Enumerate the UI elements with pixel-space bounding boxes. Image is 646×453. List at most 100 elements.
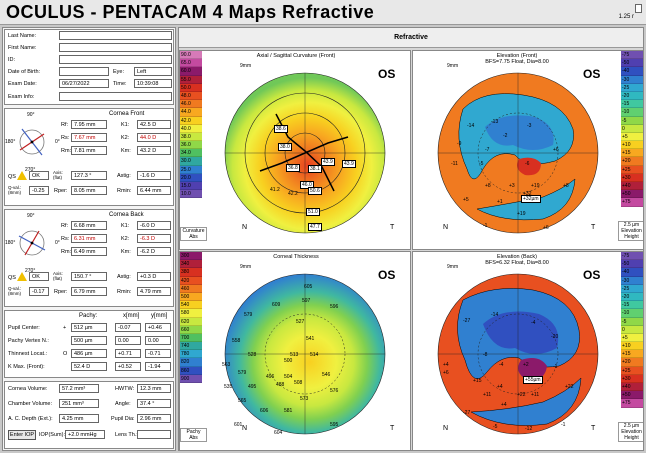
enter-iop-button[interactable]: Enter IOP: [8, 430, 36, 440]
left-panel: Last Name: First Name: ID: Date of Birth…: [2, 27, 176, 451]
zoom-label: 9mm: [447, 63, 459, 69]
eye-label: Eye:: [113, 69, 125, 75]
map-title: Corneal Thickness: [273, 254, 319, 260]
scale-footer-label: Curvature: [182, 228, 205, 234]
pachy-header: Pachy:: [79, 313, 98, 319]
cornea-back-header: Cornea Back: [109, 212, 144, 218]
map-value: +4: [443, 362, 449, 368]
scale-step: 30.0: [180, 157, 202, 166]
scale-step: 48.0: [180, 91, 202, 101]
map-value: -1: [553, 364, 558, 370]
map-value: 601: [234, 422, 243, 428]
pachy-row-value: 52.4 D: [71, 362, 107, 371]
scale-footer: Pachy Abs: [180, 428, 207, 442]
nasal-label: N: [242, 425, 248, 432]
scale-step: +20: [621, 358, 643, 367]
scale-step: -30: [621, 75, 643, 84]
first-name-field[interactable]: [59, 43, 172, 52]
iop-label: IOP(Sum):: [39, 432, 65, 438]
map-value: 595: [330, 422, 339, 428]
elevation-back-plot[interactable]: [423, 260, 613, 442]
eye-os-label: OS: [583, 268, 601, 282]
pachy-row-y: -0.71: [145, 349, 171, 358]
pachy-row-x: +0.71: [115, 349, 141, 358]
eye-field[interactable]: Left: [134, 67, 172, 76]
map-value: +4: [501, 402, 507, 408]
scale-step: 44.0: [180, 108, 202, 117]
document-icon[interactable]: [635, 4, 642, 13]
cornea-volume-value: 57.2 mm³: [59, 384, 99, 393]
scale-step: -40: [621, 268, 643, 277]
elevation-back-map[interactable]: Elevation (Back) BFS=6.32 Float, Dia=8.0…: [412, 251, 644, 451]
scale-step: +40: [621, 383, 643, 392]
pachy-row-x: 0.00: [115, 336, 141, 345]
warning-icon: [17, 171, 27, 180]
exam-info-field[interactable]: [59, 92, 172, 101]
elevation-front-map[interactable]: Elevation (Front) BFS=7.75 Float, Dia=8.…: [412, 50, 644, 250]
scale-step: 900: [180, 374, 202, 383]
scale-step: 20.0: [180, 173, 202, 182]
cornea-front-panel: Cornea Front 90° 0° 180° 270° Rf: 7.95 m…: [4, 108, 174, 206]
exam-date-field[interactable]: 06/27/2022: [59, 79, 109, 88]
id-field[interactable]: [59, 55, 172, 64]
map-value: 579: [238, 370, 247, 376]
scale-unit: 2.5 µm: [623, 222, 640, 228]
qval-label: Q-val.: (8mm): [8, 286, 22, 296]
axial-curvature-map[interactable]: 90.0 65.0 60.0 55.0 50.0 48.0 46.0 44.0 42.0 40.0…: [179, 50, 411, 250]
deg-270-label: 270°: [25, 167, 36, 173]
scale-step: +75: [621, 399, 643, 408]
elevation-front-plot[interactable]: [423, 59, 613, 241]
pupil-dia-label: Pupil Dia:: [111, 416, 135, 422]
pachy-map-plot[interactable]: [210, 260, 400, 442]
k2-label: K2:: [121, 135, 130, 141]
k2-value: 44.0 D: [137, 133, 171, 142]
pachy-row-value: 500 µm: [71, 336, 107, 345]
rs-value: 6.31 mm: [71, 234, 107, 243]
map-value: +8: [485, 183, 491, 189]
map-value: 36.8: [286, 164, 300, 172]
map-value: 579: [244, 312, 253, 318]
scale-step: 580: [180, 309, 202, 318]
scale-step: 25.0: [180, 165, 202, 174]
scale-step: 420: [180, 276, 202, 285]
scale-step: -40: [621, 67, 643, 76]
qval-value: -0.25: [29, 186, 49, 195]
map-value: 527: [296, 319, 305, 325]
first-name-label: First Name:: [8, 45, 37, 51]
qs-label: QS: [8, 275, 16, 281]
map-value: +15: [473, 378, 482, 384]
time-field[interactable]: 10:39:08: [134, 79, 172, 88]
map-value: +6: [543, 225, 549, 231]
scale-footer-sub: Abs: [189, 234, 198, 240]
scale-step: 540: [180, 301, 202, 310]
rmin-value: 6.44 mm: [137, 186, 171, 195]
dob-field[interactable]: [59, 67, 109, 76]
exam-info-label: Exam Info:: [8, 94, 35, 100]
map-value: -9: [457, 141, 462, 147]
corneal-thickness-map[interactable]: 300 340 380 420 460 500 540 580 620 660 700 740 780 8…: [179, 251, 411, 451]
scale-step: 0: [621, 325, 643, 334]
map-value: +2: [523, 362, 529, 368]
pachy-row-y: 0.00: [145, 336, 171, 345]
scale-step: 34.0: [180, 149, 202, 158]
angle-label: Angle:: [115, 401, 131, 407]
rf-label: Rf:: [61, 122, 69, 128]
axial-map-plot[interactable]: [210, 59, 400, 241]
scale-step: +50: [621, 190, 643, 199]
chamber-volume-value: 251 mm³: [59, 399, 99, 408]
scale-footer-sub: Height: [624, 435, 639, 441]
scale-step: +15: [621, 149, 643, 158]
volume-panel: Cornea Volume: 57.2 mm³ HWTW: 12.3 mm Ch…: [4, 381, 174, 449]
map-value: -14: [491, 312, 499, 318]
scale-step: 300: [180, 252, 202, 261]
map-value: -1: [483, 223, 488, 229]
map-value: -5: [479, 161, 484, 167]
last-name-field[interactable]: [59, 31, 172, 40]
scale-step: 500: [180, 292, 202, 302]
map-value: 604: [274, 430, 283, 436]
astig-value: -1.6 D: [137, 171, 171, 180]
k2-value: -6.3 D: [137, 234, 171, 243]
km-value: 43.2 D: [137, 146, 171, 155]
lens-th-value: [137, 430, 171, 439]
rper-label: Rper:: [54, 188, 68, 194]
